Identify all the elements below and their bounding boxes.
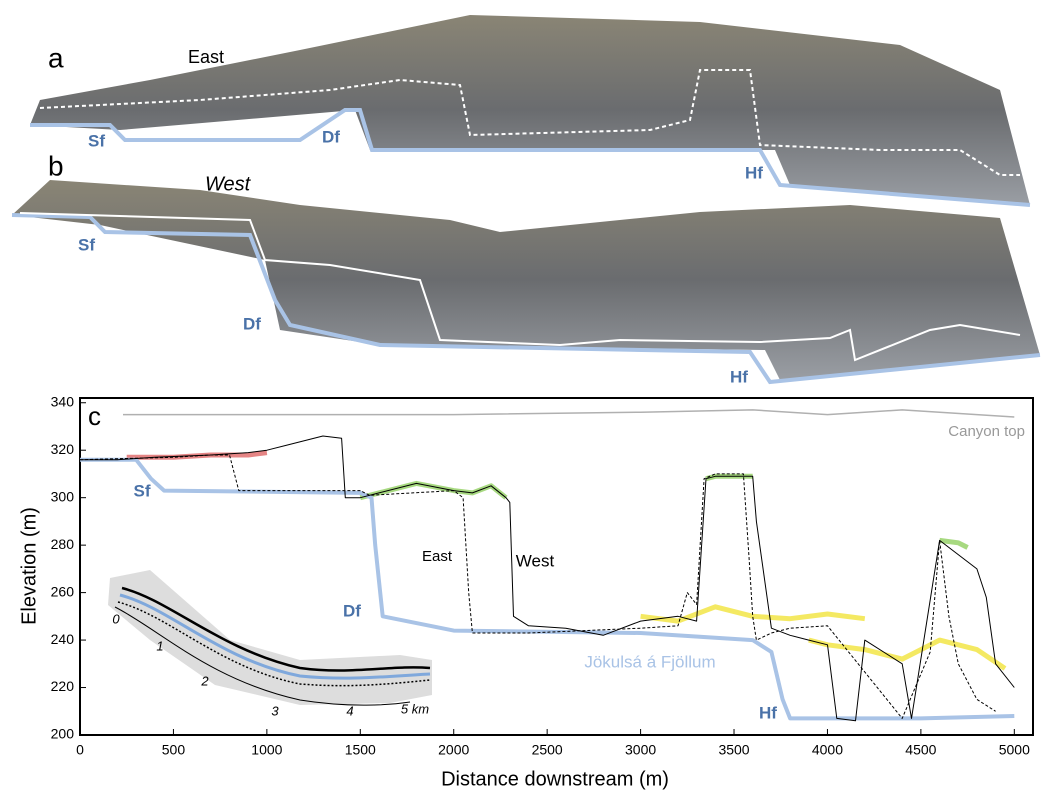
x-axis-title: Distance downstream (m): [441, 768, 669, 790]
y-tick-label: 280: [51, 536, 75, 552]
fall-label: Sf: [88, 131, 105, 150]
inset-label: 5 km: [401, 701, 429, 716]
y-tick-label: 340: [51, 393, 75, 409]
x-tick-label: 1500: [345, 742, 376, 758]
series-label: Canyon top: [948, 423, 1025, 440]
side-label: East: [188, 47, 224, 67]
fall-label: Df: [243, 314, 261, 333]
y-axis-title: Elevation (m): [18, 507, 40, 625]
fall-label: Hf: [730, 367, 748, 386]
y-tick-label: 320: [51, 441, 75, 457]
fall-label: Df: [322, 127, 340, 146]
y-tick-label: 240: [51, 631, 75, 647]
x-tick-label: 1000: [251, 742, 282, 758]
x-tick-label: 4000: [812, 742, 843, 758]
x-tick-label: 0: [76, 742, 84, 758]
figure: a East Sf Df Hf b West Sf Df Hf c Distan…: [0, 0, 1044, 797]
cliff-photo: [30, 15, 1030, 205]
fall-label: Hf: [759, 703, 777, 722]
fall-label: Sf: [78, 235, 95, 254]
y-tick-label: 260: [51, 583, 75, 599]
fall-label: Sf: [134, 481, 151, 500]
series-label: East: [422, 548, 453, 565]
inset-label: 4: [346, 703, 353, 718]
inset-label: 1: [156, 638, 163, 653]
x-tick-label: 5000: [999, 742, 1030, 758]
cliff-photo: [12, 180, 1040, 380]
x-tick-label: 2000: [438, 742, 469, 758]
x-tick-label: 3500: [718, 742, 749, 758]
series-label: West: [516, 551, 555, 570]
x-tick-label: 3000: [625, 742, 656, 758]
fall-label: Df: [343, 601, 361, 620]
panel-label: a: [48, 42, 64, 73]
inset-label: 0: [112, 611, 120, 626]
y-tick-label: 220: [51, 678, 75, 694]
x-tick-label: 4500: [905, 742, 936, 758]
y-tick-label: 300: [51, 488, 75, 504]
inset-label: 3: [271, 703, 279, 718]
fall-label: Hf: [745, 163, 763, 182]
panel-label: b: [48, 150, 64, 181]
x-tick-label: 2500: [532, 742, 563, 758]
series-label: Jökulsá á Fjöllum: [584, 652, 715, 671]
side-label: West: [205, 173, 252, 195]
y-tick-label: 200: [51, 726, 75, 742]
x-tick-label: 500: [162, 742, 186, 758]
panel-label: c: [88, 401, 101, 431]
inset-label: 2: [200, 673, 209, 688]
